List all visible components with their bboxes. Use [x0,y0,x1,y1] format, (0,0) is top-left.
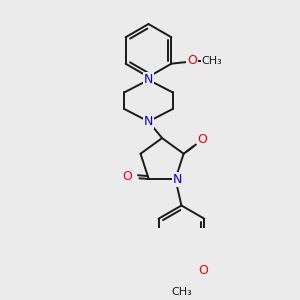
Text: CH₃: CH₃ [202,56,223,66]
Text: O: O [188,54,197,67]
Text: O: O [123,169,133,182]
Text: O: O [198,133,207,146]
Text: CH₃: CH₃ [171,287,192,297]
Text: N: N [173,172,182,186]
Text: N: N [144,115,153,128]
Text: N: N [144,74,153,86]
Text: O: O [198,264,208,277]
